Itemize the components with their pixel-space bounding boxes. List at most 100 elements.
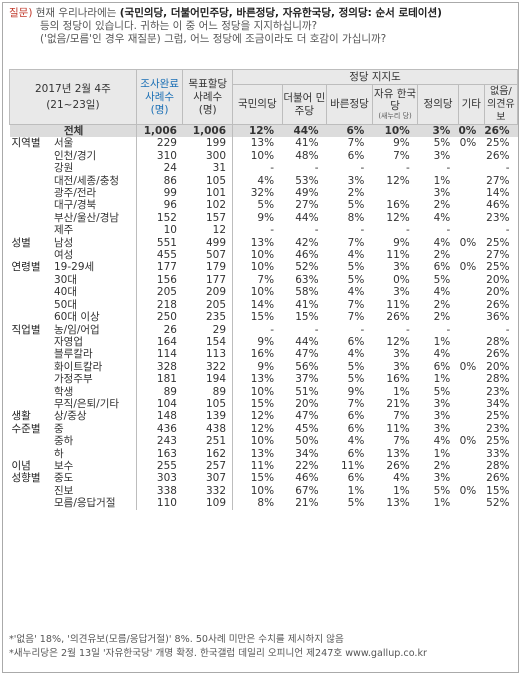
support-bareun-cell: 5% — [347, 273, 365, 286]
target-sample-cell: 499 — [182, 236, 234, 250]
total-row: 전체 1,006 1,006 12% 44% 6% 10% 3% 0% 26% — [9, 124, 518, 138]
support-justice-cell: 2% — [433, 199, 451, 212]
support-justice-cell: 2% — [433, 298, 451, 311]
party-list: (국민의당, 더불어민주당, 바른정당, 자유한국당, 정의당: 순서 로테이션… — [119, 7, 442, 19]
row-label: 상/중상 — [52, 410, 137, 423]
table-row: 제주 10 12 - - - - - - — [10, 224, 518, 237]
support-bareun-cell: 5% — [347, 261, 365, 274]
support-other-cell: 0% — [458, 124, 485, 138]
survey-period-header: 2017년 2월 4주 (21~23일) — [9, 69, 137, 125]
support-other-cell — [458, 187, 484, 199]
completed-sample-cell: 303 — [156, 472, 177, 485]
support-justice-cell: 5% — [433, 385, 451, 398]
completed-sample-cell: 163 — [156, 447, 177, 460]
support-none-cell: 26% — [486, 298, 510, 311]
footnote-2: *새누리당은 2월 13일 '자유한국당' 개명 확정. 한국갤럽 데일리 오피… — [9, 648, 427, 659]
target-sample-cell: 101 — [182, 187, 234, 200]
support-none-cell: 28% — [486, 335, 510, 348]
support-liberty-korea-cell — [372, 187, 417, 199]
support-other-cell — [458, 386, 484, 398]
target-sample-cell: 300 — [182, 149, 234, 163]
support-democratic-cell: 49% — [295, 187, 319, 200]
support-democratic-cell: - — [314, 323, 319, 336]
support-justice-cell: 1% — [433, 497, 451, 510]
row-group-label — [10, 199, 53, 211]
support-bareun-cell: 4% — [347, 435, 365, 448]
support-peoples-cell: 16% — [250, 348, 275, 361]
support-peoples-cell: 12% — [250, 422, 275, 435]
support-peoples-cell: 10% — [250, 484, 275, 497]
party-header-democratic: 더불어 민주당 — [281, 84, 328, 125]
support-liberty-korea-cell: 26% — [386, 311, 410, 324]
completed-sample-cell: 148 — [156, 410, 177, 423]
row-label: 중도 — [52, 472, 137, 485]
support-democratic-cell: 51% — [295, 385, 319, 398]
support-none-cell: 34% — [486, 397, 510, 410]
support-bareun-cell: 7% — [347, 397, 365, 410]
support-justice-cell: 3% — [433, 422, 451, 435]
support-other-cell: 0% — [459, 261, 477, 274]
row-label: 60대 이상 — [52, 311, 137, 324]
table-row: 60대 이상 250 235 15% 15% 7% 26% 2% 36% — [10, 311, 518, 324]
completed-sample-cell: 114 — [156, 348, 177, 361]
support-other-cell — [458, 423, 484, 435]
support-justice-cell: - — [446, 162, 451, 175]
support-peoples-cell: 13% — [250, 236, 275, 249]
table-row: 부산/울산/경남 152 157 9% 44% 8% 12% 4% 23% — [10, 211, 518, 225]
row-group-label — [10, 435, 53, 447]
support-liberty-korea-cell: 1% — [393, 484, 410, 497]
question-label: 질문) — [9, 7, 33, 19]
support-other-cell: 0% — [459, 360, 477, 373]
support-none-cell: 26% — [486, 472, 510, 485]
target-sample-cell: 162 — [182, 447, 234, 460]
support-liberty-korea-cell: 9% — [393, 137, 410, 150]
table-row: 성향별 중도 303 307 15% 46% 6% 4% 3% 26% — [10, 472, 518, 485]
completed-sample-cell: 1,006 — [136, 124, 183, 138]
table-row: 가정주부 181 194 13% 37% 5% 16% 1% 28% — [10, 373, 518, 386]
support-none-cell: 23% — [486, 422, 510, 435]
support-peoples-cell: 10% — [250, 286, 275, 299]
support-liberty-korea-cell: 3% — [393, 261, 410, 274]
survey-dates: (21~23일) — [46, 99, 100, 111]
support-democratic-cell: 44% — [295, 335, 319, 348]
row-label: 모름/응답거절 — [52, 497, 137, 510]
support-bareun-cell: 7% — [347, 236, 365, 249]
support-liberty-korea-cell: - — [405, 224, 410, 237]
row-group-label — [10, 175, 53, 187]
support-other-cell — [458, 348, 484, 360]
completed-sample-cell: 156 — [156, 273, 177, 286]
support-justice-cell: 3% — [433, 187, 451, 200]
support-peoples-cell: 15% — [250, 397, 275, 410]
party-header-justice: 정의당 — [417, 84, 459, 125]
target-sample-cell: 12 — [182, 224, 234, 237]
support-democratic-cell: 41% — [295, 298, 319, 311]
row-group-label: 성별 — [11, 236, 31, 249]
party-header-none: 없음/ 의견유보 — [483, 84, 519, 125]
row-label: 강원 — [52, 162, 137, 175]
table-row: 무직/은퇴/기타 104 105 15% 20% 7% 21% 3% 34% — [10, 397, 518, 411]
support-democratic-cell: 20% — [295, 397, 319, 410]
row-group-label — [10, 497, 53, 509]
table-row: 생활 상/중상 148 139 12% 47% 6% 7% 3% 25% — [10, 410, 518, 423]
support-democratic-cell: 22% — [295, 459, 319, 472]
completed-sample-cell: 218 — [156, 298, 177, 311]
completed-sample-cell: 436 — [156, 422, 177, 435]
table-row: 직업별 농/임/어업 26 29 - - - - - - — [10, 323, 518, 336]
target-sample-cell: 139 — [182, 410, 234, 423]
support-justice-cell: 2% — [433, 311, 451, 324]
support-none-cell: 28% — [486, 459, 510, 472]
support-bareun-cell: 6% — [347, 447, 365, 460]
target-sample-cell: 157 — [182, 211, 234, 225]
support-justice-cell: 2% — [433, 459, 451, 472]
support-justice-cell: 5% — [433, 273, 451, 286]
support-democratic-cell: 27% — [295, 199, 319, 212]
party-support-table: 2017년 2월 4주 (21~23일) 조사완료 사례수 (명) 목표할당 사… — [9, 69, 519, 510]
target-sample-cell: 322 — [182, 360, 234, 374]
support-liberty-korea-cell: 13% — [386, 447, 410, 460]
completed-sample-cell: 110 — [156, 497, 177, 510]
row-group-label — [10, 187, 53, 199]
support-peoples-cell: 4% — [257, 174, 275, 187]
support-peoples-cell: 10% — [250, 149, 275, 162]
support-bareun-cell: 11% — [340, 459, 365, 472]
support-other-cell — [458, 286, 484, 298]
